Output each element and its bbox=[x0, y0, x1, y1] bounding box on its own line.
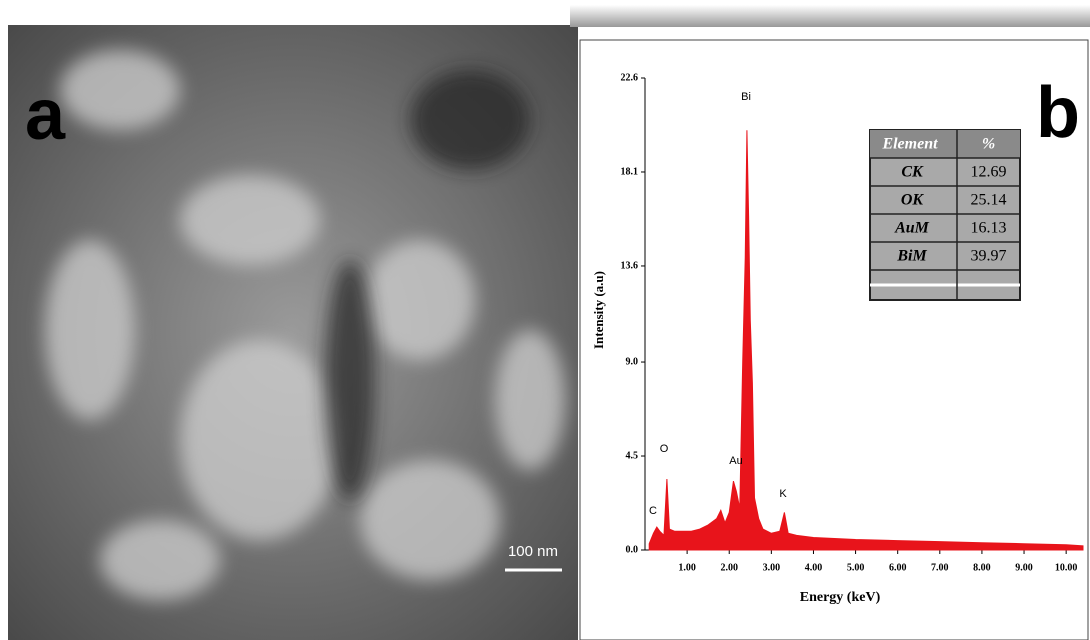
peak-label: Bi bbox=[741, 91, 751, 103]
y-tick-label: 22.6 bbox=[621, 72, 639, 83]
peak-label: O bbox=[660, 443, 669, 455]
x-tick-label: 7.00 bbox=[931, 562, 949, 573]
x-axis-label: Energy (keV) bbox=[800, 590, 881, 605]
x-tick-label: 9.00 bbox=[1015, 562, 1033, 573]
element-table: Element % CK 12.69 OK 25.14 AuM 16.13 BiM 39.97 bbox=[869, 129, 1021, 301]
x-tick-label: 8.00 bbox=[973, 562, 991, 573]
table-cell: 12.69 bbox=[971, 164, 1007, 181]
table-cell: AuM bbox=[894, 220, 930, 237]
table-cell: CK bbox=[901, 164, 924, 181]
panel-label: a bbox=[25, 75, 66, 155]
y-tick-label: 18.1 bbox=[621, 166, 639, 177]
table-cell: 25.14 bbox=[971, 192, 1007, 209]
sem-image: a 100 nm bbox=[8, 25, 578, 640]
y-axis-label: Intensity (a.u) bbox=[591, 271, 606, 349]
y-tick-label: 4.5 bbox=[626, 450, 639, 461]
x-tick-label: 5.00 bbox=[847, 562, 865, 573]
shadow bbox=[570, 5, 1090, 27]
scale-bar-label: 100 nm bbox=[508, 543, 558, 560]
y-tick-label: 0.0 bbox=[626, 544, 639, 555]
table-header: % bbox=[982, 136, 995, 153]
x-tick-label: 4.00 bbox=[805, 562, 823, 573]
x-tick-label: 3.00 bbox=[763, 562, 781, 573]
table-cell: BiM bbox=[896, 248, 927, 265]
y-tick-label: 13.6 bbox=[621, 260, 639, 271]
table-header-bg bbox=[870, 130, 1020, 158]
y-tick-label: 9.0 bbox=[626, 356, 639, 367]
panel-label: b bbox=[1036, 73, 1080, 153]
table-cell: 16.13 bbox=[971, 220, 1007, 237]
table-cell: 39.97 bbox=[971, 248, 1007, 265]
peak-label: C bbox=[649, 505, 657, 517]
table-header: Element bbox=[881, 136, 938, 153]
table-cell: OK bbox=[901, 192, 925, 209]
x-tick-label: 6.00 bbox=[889, 562, 907, 573]
peak-label: K bbox=[779, 488, 787, 500]
x-tick-label: 2.00 bbox=[720, 562, 738, 573]
peak-label: Au bbox=[729, 455, 742, 467]
x-tick-label: 10.00 bbox=[1055, 562, 1078, 573]
spectrum bbox=[648, 130, 1084, 551]
x-tick-label: 1.00 bbox=[678, 562, 696, 573]
